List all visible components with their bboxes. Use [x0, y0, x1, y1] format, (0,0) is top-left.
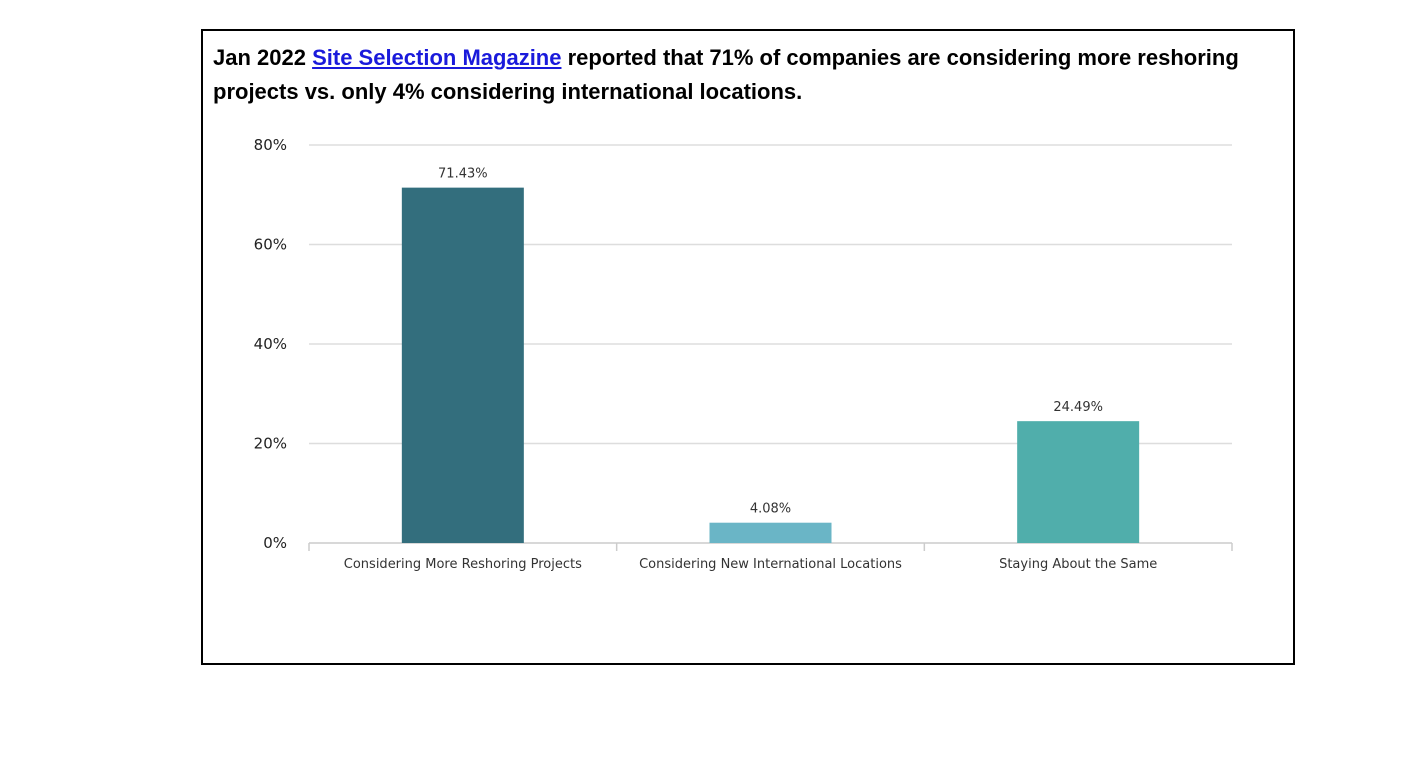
- chart-frame: Jan 2022 Site Selection Magazine reporte…: [201, 29, 1295, 665]
- bar: [401, 187, 524, 544]
- y-tick-label: 0%: [263, 534, 287, 552]
- y-tick-label: 20%: [254, 435, 287, 453]
- source-link[interactable]: Site Selection Magazine: [312, 45, 562, 70]
- x-category-label: Considering New International Locations: [639, 557, 902, 572]
- headline-suffix: reported that 71% of companies are consi…: [213, 45, 1239, 104]
- data-label: 4.08%: [750, 502, 791, 517]
- bar: [1017, 421, 1140, 543]
- data-label: 24.49%: [1053, 400, 1103, 415]
- y-tick-label: 40%: [254, 335, 287, 353]
- headline-prefix: Jan 2022: [213, 45, 313, 70]
- headline: Jan 2022 Site Selection Magazine reporte…: [213, 41, 1288, 109]
- x-category-label: Considering More Reshoring Projects: [344, 557, 582, 572]
- x-category-label: Staying About the Same: [999, 557, 1157, 572]
- y-tick-label: 60%: [254, 236, 287, 254]
- bar: [709, 522, 832, 543]
- data-label: 71.43%: [438, 167, 488, 182]
- y-tick-label: 80%: [254, 136, 287, 154]
